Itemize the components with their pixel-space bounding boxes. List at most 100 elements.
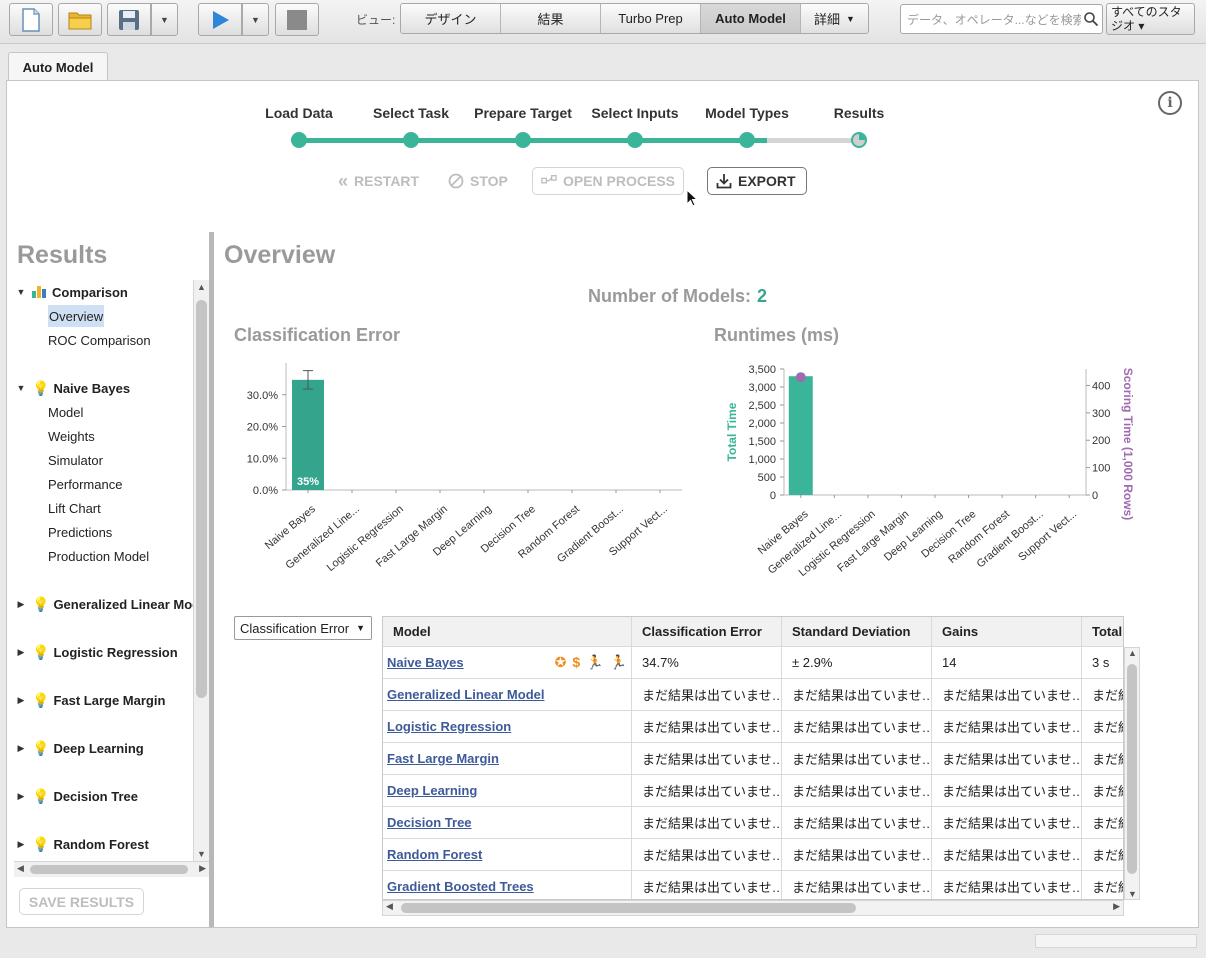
header-col-standard-deviation[interactable]: Standard Deviation	[782, 617, 932, 646]
tree-group-generalized-linear-model[interactable]: ▶ 💡 Generalized Linear Mod	[14, 593, 194, 615]
tree-item-model[interactable]: Model	[48, 404, 84, 420]
tree-item-lift-chart[interactable]: Lift Chart	[48, 500, 101, 516]
header-col-classification-error[interactable]: Classification Error	[632, 617, 782, 646]
info-icon[interactable]: i	[1158, 91, 1182, 115]
tree-group-comparison[interactable]: ▼ Comparison	[14, 281, 128, 303]
scroll-up-icon[interactable]: ▲	[1128, 648, 1137, 658]
header-col-model[interactable]: Model	[383, 617, 632, 646]
results-tree-vertical-scrollbar[interactable]: ▲ ▼	[193, 280, 209, 861]
export-button[interactable]: EXPORT	[707, 167, 807, 195]
step-dot-results[interactable]	[851, 132, 867, 148]
view-tab-design[interactable]: デザイン	[401, 4, 501, 33]
step-dot-select-inputs[interactable]	[627, 132, 643, 148]
collapsed-caret-icon[interactable]: ▶	[17, 694, 25, 705]
stop-button[interactable]: STOP	[440, 167, 516, 195]
tree-item-production-model[interactable]: Production Model	[48, 548, 150, 564]
cell-col-gains: まだ結果は出ていませ…	[932, 807, 1082, 838]
collapsed-caret-icon[interactable]: ▶	[17, 838, 25, 849]
step-dot-prepare-target[interactable]	[515, 132, 531, 148]
table-row[interactable]: Logistic Regression まだ結果は出ていませ… まだ結果は出ていませ…	[383, 711, 1123, 743]
tree-item-predictions[interactable]: Predictions	[48, 524, 113, 540]
save-results-button[interactable]: SAVE RESULTS	[19, 888, 144, 915]
table-row[interactable]: Naive Bayes ✪ $ 🏃 🏃 34.7% ± 2.9% 14 3 s	[383, 647, 1123, 679]
view-tab-results[interactable]: 結果	[501, 4, 601, 33]
header-col-total[interactable]: Total	[1082, 617, 1123, 646]
scroll-down-icon[interactable]: ▼	[1128, 889, 1137, 899]
model-link[interactable]: Generalized Linear Model	[387, 687, 545, 702]
tree-group-fast-large-margin[interactable]: ▶ 💡 Fast Large Margin	[14, 689, 166, 711]
scroll-left-icon[interactable]: ◀	[17, 863, 24, 873]
run-dropdown-arrow[interactable]: ▼	[242, 3, 269, 36]
scrollbar-thumb[interactable]	[401, 903, 856, 913]
collapsed-caret-icon[interactable]: ▶	[17, 646, 25, 657]
tree-item-weights[interactable]: Weights	[48, 428, 95, 444]
panel-splitter[interactable]	[209, 232, 214, 927]
model-link[interactable]: Naive Bayes	[387, 655, 464, 670]
step-dot-model-types[interactable]	[739, 132, 755, 148]
tree-group-decision-tree[interactable]: ▶ 💡 Decision Tree	[14, 785, 138, 807]
collapsed-caret-icon[interactable]: ▶	[17, 790, 25, 801]
search-scope-dropdown[interactable]: すべてのスタ ジオ ▾	[1106, 3, 1195, 35]
scroll-right-icon[interactable]: ▶	[1113, 901, 1120, 911]
collapsed-caret-icon[interactable]: ▶	[17, 742, 25, 753]
new-process-button[interactable]	[9, 3, 53, 36]
auto-model-panel-tab[interactable]: Auto Model	[8, 52, 108, 81]
view-tab-more[interactable]: 詳細 ▼	[801, 4, 868, 33]
model-link[interactable]: Decision Tree	[387, 815, 472, 830]
view-tab-auto-model[interactable]: Auto Model	[701, 4, 801, 33]
scrollbar-thumb[interactable]	[1127, 664, 1137, 874]
step-select-task[interactable]: Select Task	[372, 105, 450, 121]
step-dot-select-task[interactable]	[403, 132, 419, 148]
run-button[interactable]	[198, 3, 242, 36]
view-tab-turbo-prep[interactable]: Turbo Prep	[601, 4, 701, 33]
save-button[interactable]	[107, 3, 151, 36]
model-link[interactable]: Logistic Regression	[387, 719, 512, 734]
scroll-left-icon[interactable]: ◀	[386, 901, 393, 911]
table-vertical-scrollbar[interactable]: ▲ ▼	[1124, 647, 1140, 900]
model-link[interactable]: Fast Large Margin	[387, 751, 499, 766]
model-link[interactable]: Deep Learning	[387, 783, 478, 798]
y2-tick-label: 0	[1092, 490, 1098, 502]
table-row[interactable]: Random Forest まだ結果は出ていませ… まだ結果は出ていませ… まだ結果は…	[383, 839, 1123, 871]
tree-group-naive-bayes[interactable]: ▼ 💡 Naive Bayes	[14, 377, 131, 399]
tree-item-simulator[interactable]: Simulator	[48, 452, 103, 468]
scrollbar-thumb[interactable]	[196, 300, 207, 698]
tree-group-deep-learning[interactable]: ▶ 💡 Deep Learning	[14, 737, 144, 759]
step-prepare-target[interactable]: Prepare Target	[474, 105, 572, 121]
results-tree-horizontal-scrollbar[interactable]: ◀ ▶	[14, 861, 209, 877]
stop-process-button[interactable]	[275, 3, 319, 36]
global-search-input[interactable]: データ、オペレータ...などを検索	[900, 4, 1103, 34]
table-row[interactable]: Gradient Boosted Trees まだ結果は出ていませ… まだ結果は出て…	[383, 871, 1123, 899]
scrollbar-thumb[interactable]	[30, 865, 188, 874]
step-load-data[interactable]: Load Data	[265, 105, 333, 121]
tree-group-random-forest[interactable]: ▶ 💡 Random Forest	[14, 833, 149, 855]
collapsed-caret-icon[interactable]: ▶	[17, 598, 25, 609]
table-row[interactable]: Decision Tree まだ結果は出ていませ… まだ結果は出ていませ… まだ結果は…	[383, 807, 1123, 839]
table-horizontal-scrollbar[interactable]: ◀ ▶	[382, 900, 1124, 916]
tree-item-performance[interactable]: Performance	[48, 476, 123, 492]
model-link[interactable]: Random Forest	[387, 847, 483, 862]
scroll-down-icon[interactable]: ▼	[197, 849, 206, 859]
expanded-caret-icon[interactable]: ▼	[16, 287, 26, 297]
step-dot-load-data[interactable]	[291, 132, 307, 148]
tree-item-roc-comparison[interactable]: ROC Comparison	[48, 332, 151, 348]
expanded-caret-icon[interactable]: ▼	[16, 383, 26, 393]
scroll-up-icon[interactable]: ▲	[197, 282, 206, 292]
step-model-types[interactable]: Model Types	[705, 105, 789, 121]
scroll-right-icon[interactable]: ▶	[199, 863, 206, 873]
open-button[interactable]	[58, 3, 102, 36]
step-select-inputs[interactable]: Select Inputs	[591, 105, 679, 121]
table-row[interactable]: Fast Large Margin まだ結果は出ていませ… まだ結果は出ていませ… ま…	[383, 743, 1123, 775]
tree-group-logistic-regression[interactable]: ▶ 💡 Logistic Regression	[14, 641, 178, 663]
metric-select[interactable]: Classification Error ▼	[234, 616, 372, 640]
model-link[interactable]: Gradient Boosted Trees	[387, 879, 534, 894]
open-process-button[interactable]: OPEN PROCESS	[532, 167, 684, 195]
step-results[interactable]: Results	[833, 105, 885, 121]
save-dropdown-arrow[interactable]: ▼	[151, 3, 178, 36]
table-row[interactable]: Generalized Linear Model まだ結果は出ていませ… まだ結果は…	[383, 679, 1123, 711]
restart-button[interactable]: « RESTART	[330, 167, 427, 195]
table-row[interactable]: Deep Learning まだ結果は出ていませ… まだ結果は出ていませ… まだ結果は…	[383, 775, 1123, 807]
header-col-gains[interactable]: Gains	[932, 617, 1082, 646]
tree-item-overview[interactable]: Overview	[48, 305, 105, 327]
cell-col-classification-error: まだ結果は出ていませ…	[632, 839, 782, 870]
